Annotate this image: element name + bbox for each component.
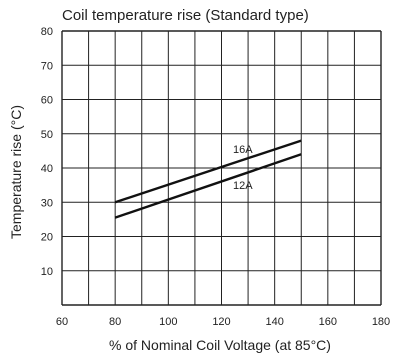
series-line-16a [114, 139, 302, 204]
x-axis-label: % of Nominal Coil Voltage (at 85°C) [109, 337, 331, 353]
y-tick-label: 50 [41, 129, 53, 141]
x-tick-label: 140 [265, 316, 283, 328]
y-tick-label: 60 [41, 95, 53, 107]
x-tick-label: 80 [109, 316, 121, 328]
y-tick-label: 20 [41, 232, 53, 244]
x-tick-label: 120 [212, 316, 230, 328]
y-tick-label: 80 [41, 26, 53, 38]
y-axis-label: Temperature rise (°C) [8, 105, 24, 239]
chart-title: Coil temperature rise (Standard type) [62, 7, 309, 24]
y-tick-label: 70 [41, 60, 53, 72]
x-tick-label: 60 [56, 316, 68, 328]
series-group: 16A 12A [114, 139, 302, 219]
tick-labels: 60 80 100 120 140 160 180 10 20 30 40 50 60 70 80 [41, 26, 390, 328]
series-label-12a: 12A [233, 180, 253, 192]
series-line-12a [114, 153, 302, 219]
x-tick-label: 160 [319, 316, 337, 328]
x-tick-label: 100 [159, 316, 177, 328]
y-tick-label: 40 [41, 163, 53, 175]
y-tick-label: 30 [41, 197, 53, 209]
y-tick-label: 10 [41, 266, 53, 278]
series-label-16a: 16A [233, 144, 253, 156]
x-tick-label: 180 [372, 316, 390, 328]
